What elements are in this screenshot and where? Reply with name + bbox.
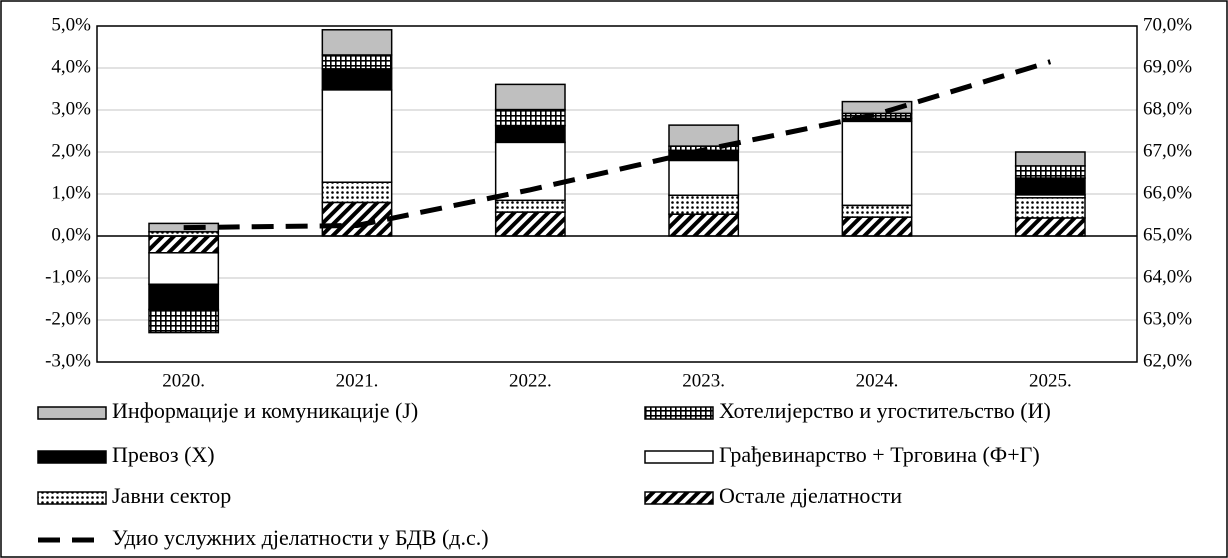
bar-segment: [1014, 217, 1086, 237]
y2-tick-label: 66,0%: [1143, 182, 1192, 203]
x-tick-label: 2024.: [856, 370, 899, 391]
y2-tick-label: 67,0%: [1143, 140, 1192, 161]
x-tick-label: 2025.: [1029, 370, 1072, 391]
legend-swatch: [644, 491, 714, 505]
y2-tick-label: 65,0%: [1143, 224, 1192, 245]
y2-tick-label: 62,0%: [1143, 350, 1192, 371]
legend-label: Остале дјелатности: [719, 483, 902, 508]
bar-segment: [841, 216, 913, 237]
y-tick-label: -3,0%: [45, 350, 91, 371]
bar-segment: [321, 89, 393, 183]
y2-tick-label: 63,0%: [1143, 308, 1192, 329]
legend-label: Информације и комуникације (Ј): [112, 398, 418, 423]
bar-segment: [494, 211, 566, 237]
line-series: [183, 59, 1052, 231]
x-tick-label: 2023.: [682, 370, 725, 391]
y-tick-label: 0,0%: [51, 224, 91, 245]
legend-swatch: [37, 450, 107, 464]
bar-segment: [148, 283, 220, 311]
y-tick-label: 5,0%: [51, 14, 91, 35]
y2-tick-label: 68,0%: [1143, 98, 1192, 119]
bar-segment: [668, 194, 740, 215]
bar-segment: [668, 213, 740, 237]
bar-segment: [841, 120, 913, 207]
bar-segment: [321, 201, 393, 237]
bar-segment: [668, 124, 740, 147]
y2-tick-label: 70,0%: [1143, 14, 1192, 35]
legend-label: Јавни сектор: [112, 483, 231, 508]
bar-segment: [841, 204, 913, 218]
bar-segment: [321, 54, 393, 70]
bar-segment: [1014, 165, 1086, 179]
y-tick-label: -2,0%: [45, 308, 91, 329]
y-tick-label: -1,0%: [45, 266, 91, 287]
x-tick-label: 2021.: [336, 370, 379, 391]
bar-segment: [1014, 151, 1086, 167]
y-tick-label: 4,0%: [51, 56, 91, 77]
legend-swatch: [37, 491, 107, 505]
y-tick-label: 3,0%: [51, 98, 91, 119]
bar-segment: [148, 252, 220, 286]
legend-swatch: [644, 450, 714, 464]
bar-segment: [321, 29, 393, 56]
bar-segment: [494, 108, 566, 127]
bar-segment: [321, 181, 393, 204]
bar-segment: [1014, 177, 1086, 196]
legend-label: Удио услужних дјелатности у БДВ (д.с.): [112, 525, 489, 550]
x-tick-label: 2022.: [509, 370, 552, 391]
legend-swatch: [644, 406, 714, 420]
legend-swatch: [37, 406, 107, 420]
bar-segment: [148, 235, 220, 254]
bar-segment: [494, 124, 566, 144]
bar-segment: [841, 100, 913, 115]
bar-segment: [321, 68, 393, 91]
y2-tick-label: 64,0%: [1143, 266, 1192, 287]
bar-segment: [494, 199, 566, 213]
y-tick-label: 1,0%: [51, 182, 91, 203]
y2-tick-label: 69,0%: [1143, 56, 1192, 77]
legend-label: Превоз (Х): [112, 442, 215, 467]
bar-segment: [1014, 197, 1086, 219]
bar-segment: [668, 159, 740, 197]
plot-border: [96, 25, 1138, 363]
x-tick-label: 2020.: [162, 370, 205, 391]
bar-segment: [148, 308, 220, 334]
legend-label: Грађевинарство + Трговина (Ф+Г): [719, 442, 1040, 467]
y-tick-label: 2,0%: [51, 140, 91, 161]
bar-segment: [494, 83, 566, 111]
legend-label: Хотелијерство и угоститељство (И): [719, 398, 1051, 423]
